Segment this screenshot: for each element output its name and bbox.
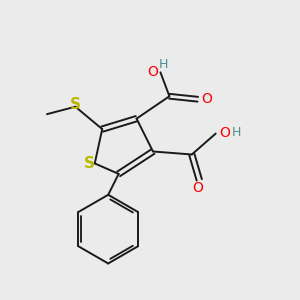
Text: H: H	[159, 58, 168, 70]
Text: S: S	[84, 156, 95, 171]
Text: O: O	[148, 65, 158, 79]
Text: O: O	[201, 92, 212, 106]
Text: O: O	[219, 126, 230, 140]
Text: S: S	[70, 97, 81, 112]
Text: O: O	[192, 181, 203, 195]
Text: H: H	[231, 127, 241, 140]
